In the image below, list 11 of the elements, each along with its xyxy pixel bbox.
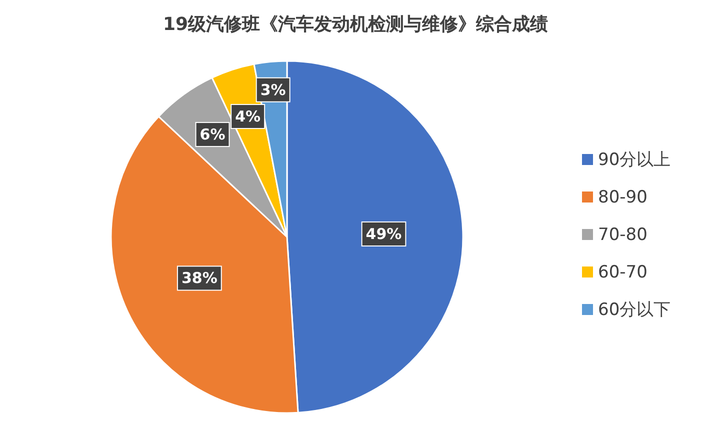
legend-label: 90分以上 — [598, 150, 671, 170]
data-label: 49% — [366, 224, 402, 243]
chart-title: 19级汽修班《汽车发动机检测与维修》综合成绩 — [162, 14, 548, 35]
legend-label: 60分以下 — [598, 300, 671, 320]
legend-label: 80-90 — [598, 188, 648, 208]
data-label: 4% — [235, 107, 261, 126]
data-label: 6% — [200, 125, 226, 144]
legend-label: 60-70 — [598, 262, 648, 282]
legend-label: 70-80 — [598, 225, 648, 245]
data-label: 38% — [181, 269, 218, 288]
data-label: 3% — [260, 80, 286, 99]
